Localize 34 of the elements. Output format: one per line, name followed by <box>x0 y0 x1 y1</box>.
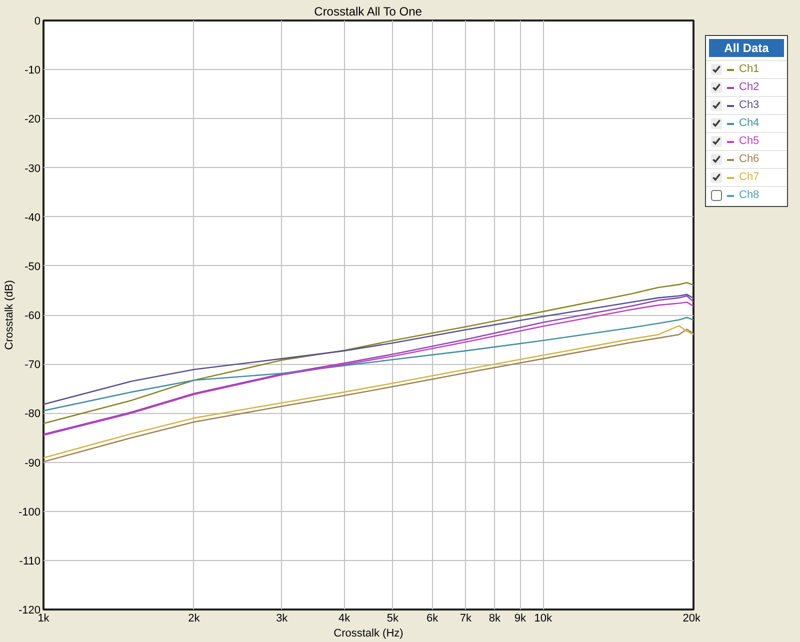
legend-label: Ch8 <box>739 188 760 203</box>
legend-label: Ch2 <box>739 80 760 95</box>
legend-title: All Data <box>709 39 784 57</box>
legend-label: Ch3 <box>739 98 760 113</box>
x-tick-label: 7k <box>460 612 472 624</box>
y-tick-label: -20 <box>24 114 41 126</box>
legend-label: Ch5 <box>739 134 760 149</box>
x-tick-label: 1k <box>38 612 50 624</box>
y-axis-title: Crosstalk (dB) <box>3 280 16 350</box>
y-tick-label: -10 <box>24 64 41 77</box>
y-tick-label: -60 <box>24 310 41 322</box>
legend-label: Ch1 <box>739 62 760 77</box>
y-tick-label: -30 <box>24 162 41 175</box>
legend-label: Ch4 <box>739 116 760 131</box>
y-tick-label: -80 <box>24 408 41 420</box>
legend-label: Ch7 <box>739 170 760 185</box>
y-tick-label: 0 <box>34 16 41 28</box>
y-tick-label: -110 <box>19 555 41 568</box>
x-tick-label: 9k <box>514 612 527 624</box>
y-tick-label: -40 <box>24 212 41 224</box>
x-tick-label: 2k <box>188 612 200 624</box>
y-tick-label: -100 <box>18 506 41 518</box>
x-axis-title: Crosstalk (Hz) <box>334 628 404 640</box>
legend-label: Ch6 <box>739 152 760 167</box>
x-tick-label: 3k <box>276 612 288 624</box>
chart-title: Crosstalk All To One <box>314 4 422 18</box>
x-tick-label: 5k <box>386 612 400 624</box>
x-tick-label: 10k <box>534 612 552 624</box>
y-tick-label: -70 <box>24 359 41 372</box>
x-tick-label: 8k <box>488 612 501 624</box>
y-tick-label: -50 <box>24 260 41 273</box>
x-tick-label: 4k <box>338 612 351 624</box>
y-tick-label: -90 <box>24 457 41 470</box>
x-tick-label: 6k <box>426 612 439 624</box>
